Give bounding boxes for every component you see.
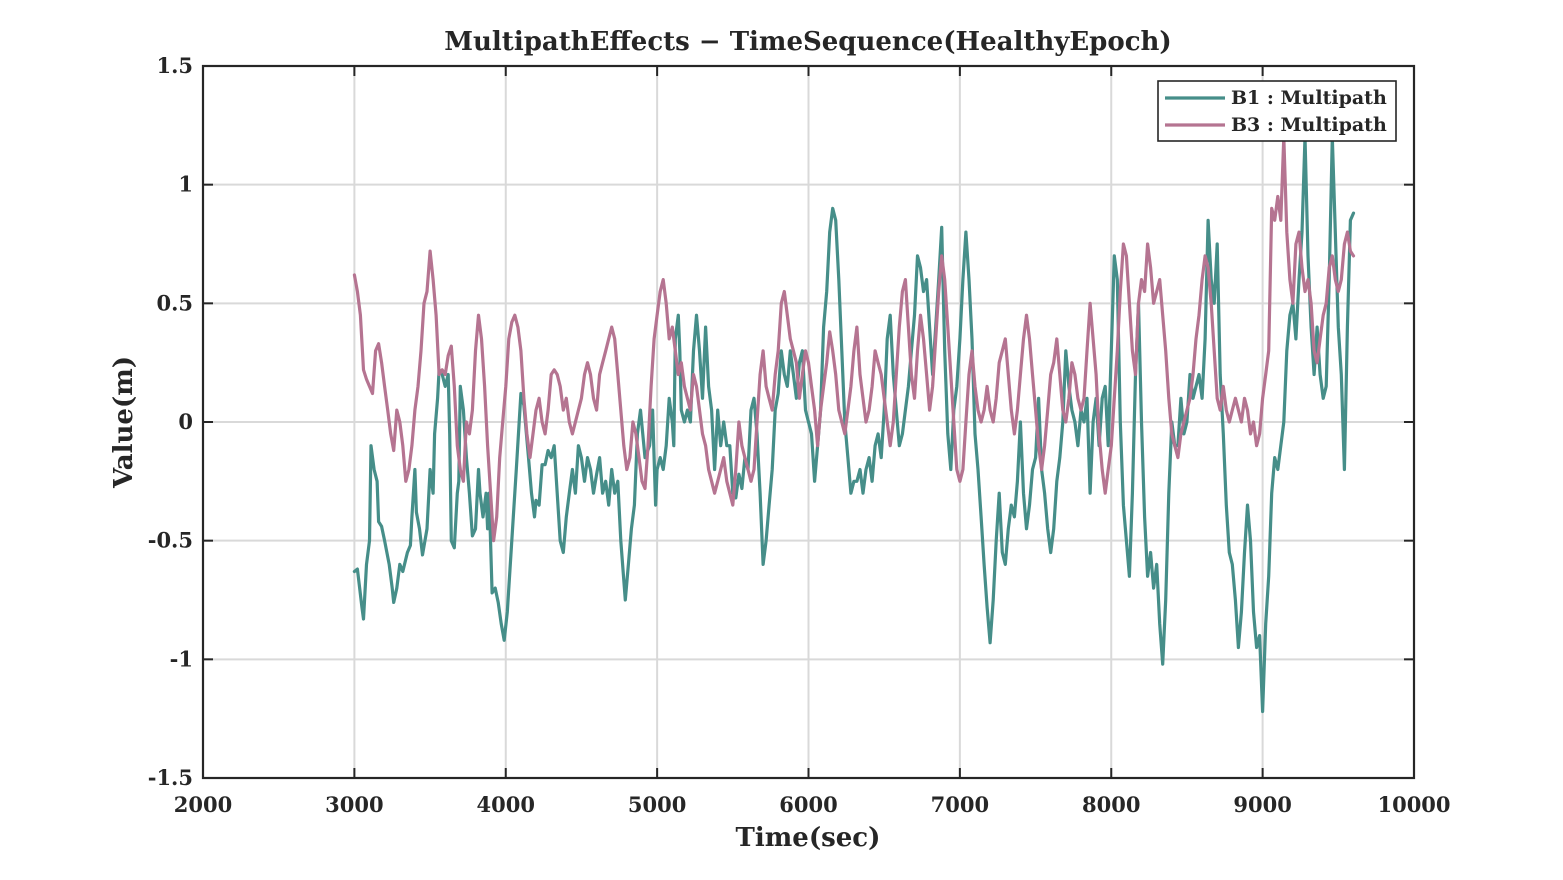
y-axis-label: Value(m): [109, 356, 139, 489]
x-tick-label: 5000: [628, 792, 686, 817]
legend: B1 : Multipath B3 : Multipath: [1157, 80, 1397, 142]
y-tick-label: -0.5: [148, 528, 193, 553]
y-tick-label: -1: [170, 646, 193, 671]
y-tick-label: 1.5: [156, 53, 193, 78]
legend-label-b3: B3 : Multipath: [1231, 114, 1387, 136]
axis-ticks: 2000 3000 4000 5000 6000 7000 8000 9000 10000 1.5…: [148, 53, 1451, 817]
x-tick-label: 2000: [174, 792, 232, 817]
y-tick-label: -1.5: [148, 765, 193, 790]
x-tick-label: 10000: [1377, 792, 1450, 817]
y-tick-label: 0: [178, 409, 193, 434]
legend-label-b1: B1 : Multipath: [1231, 87, 1387, 109]
x-tick-label: 3000: [325, 792, 383, 817]
y-tick-label: 1: [178, 172, 193, 197]
legend-box: [1157, 80, 1397, 142]
x-axis-label: Time(sec): [736, 823, 881, 853]
chart-title: MultipathEffects − TimeSequence(HealthyE…: [444, 27, 1171, 57]
x-tick-label: 7000: [931, 792, 989, 817]
x-tick-label: 8000: [1082, 792, 1140, 817]
x-tick-label: 9000: [1233, 792, 1291, 817]
series-line-b3: [352, 135, 1356, 543]
x-tick-label: 4000: [477, 792, 535, 817]
y-tick-label: 0.5: [156, 290, 193, 315]
x-tick-label: 6000: [779, 792, 837, 817]
series-lines: [352, 135, 1356, 714]
